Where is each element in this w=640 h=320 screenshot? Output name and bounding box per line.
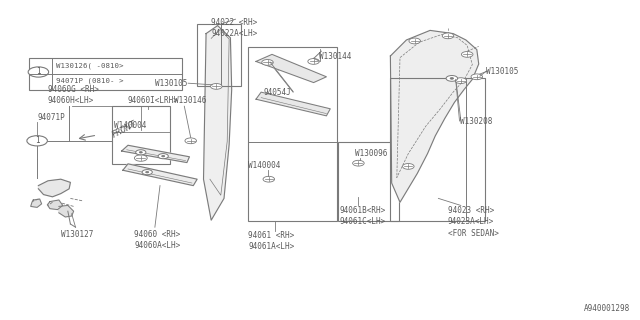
- Circle shape: [455, 78, 467, 84]
- Circle shape: [409, 38, 420, 44]
- Text: FRONT: FRONT: [111, 119, 139, 140]
- Circle shape: [263, 176, 275, 182]
- Text: 94054J: 94054J: [264, 88, 291, 97]
- Circle shape: [162, 156, 164, 157]
- Circle shape: [262, 60, 273, 65]
- Polygon shape: [123, 164, 197, 186]
- Circle shape: [471, 74, 483, 80]
- Text: 1: 1: [35, 136, 40, 145]
- Circle shape: [450, 77, 454, 79]
- Polygon shape: [122, 145, 189, 163]
- Bar: [390, 78, 485, 221]
- Text: W130105: W130105: [486, 67, 519, 76]
- Polygon shape: [390, 30, 479, 202]
- Polygon shape: [256, 54, 326, 83]
- Circle shape: [158, 154, 168, 159]
- Bar: [248, 47, 337, 221]
- Text: W130105: W130105: [154, 79, 187, 88]
- Text: 94061 <RH>
94061A<LH>: 94061 <RH> 94061A<LH>: [248, 231, 294, 251]
- Bar: [197, 24, 241, 86]
- Circle shape: [211, 84, 222, 89]
- Circle shape: [136, 150, 146, 155]
- Circle shape: [353, 160, 364, 166]
- Circle shape: [28, 67, 49, 77]
- Text: W140004: W140004: [248, 161, 281, 170]
- Text: W140004: W140004: [114, 121, 147, 130]
- Circle shape: [403, 164, 414, 169]
- Text: 94060 <RH>
94060A<LH>: 94060 <RH> 94060A<LH>: [134, 230, 180, 250]
- Circle shape: [146, 172, 148, 173]
- Text: W130146: W130146: [174, 96, 207, 105]
- Polygon shape: [38, 179, 70, 197]
- Polygon shape: [59, 205, 74, 217]
- Text: W130208: W130208: [460, 117, 492, 126]
- Circle shape: [27, 136, 47, 146]
- Circle shape: [442, 33, 454, 39]
- Text: 94071P (0810- >: 94071P (0810- >: [56, 77, 124, 84]
- Text: 94071P: 94071P: [37, 113, 65, 122]
- Text: W130096: W130096: [355, 149, 388, 158]
- Text: 94060I<LRH>: 94060I<LRH>: [128, 96, 179, 105]
- Bar: [29, 58, 182, 90]
- Text: 94023 <RH>
94023A<LH>
<FOR SEDAN>: 94023 <RH> 94023A<LH> <FOR SEDAN>: [448, 206, 499, 237]
- Circle shape: [461, 52, 473, 57]
- Text: 94060G <RH>
94060H<LH>: 94060G <RH> 94060H<LH>: [48, 85, 99, 105]
- Polygon shape: [47, 200, 63, 210]
- Bar: [112, 106, 170, 164]
- Circle shape: [142, 170, 152, 175]
- Circle shape: [134, 155, 147, 161]
- Bar: [338, 142, 399, 221]
- Circle shape: [140, 152, 142, 153]
- Text: 94022 <RH>
94022A<LH>: 94022 <RH> 94022A<LH>: [211, 18, 257, 38]
- Text: W130127: W130127: [61, 230, 93, 239]
- Text: A940001298: A940001298: [584, 304, 630, 313]
- Polygon shape: [31, 199, 42, 207]
- Text: W130126( -0810>: W130126( -0810>: [56, 63, 124, 69]
- Circle shape: [308, 59, 319, 64]
- Polygon shape: [256, 92, 330, 116]
- Polygon shape: [204, 26, 232, 220]
- Circle shape: [446, 76, 458, 81]
- Circle shape: [185, 138, 196, 144]
- Text: 94061B<RH>
94061C<LH>: 94061B<RH> 94061C<LH>: [339, 206, 385, 227]
- Text: 1: 1: [36, 68, 41, 76]
- Text: W130144: W130144: [319, 52, 351, 61]
